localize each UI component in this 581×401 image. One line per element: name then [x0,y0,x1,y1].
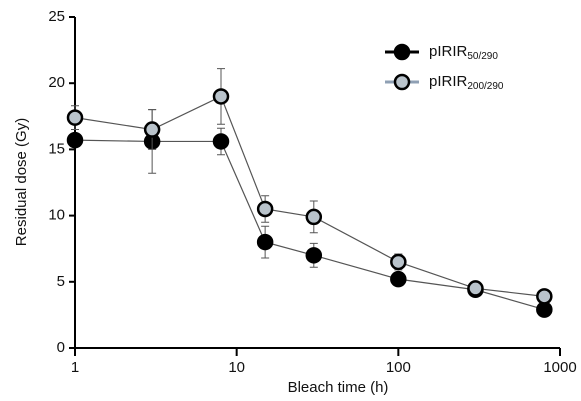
legend-label-sub: 50/290 [467,51,498,62]
y-tick-label: 0 [57,339,65,356]
data-point [467,280,484,297]
y-tick-label: 10 [48,207,65,224]
legend-label-sub: 200/290 [467,81,504,92]
data-point [212,133,230,150]
legend-label: pIRIR200/290 [429,73,504,92]
data-point [390,253,407,271]
axes [74,17,560,349]
data-point [256,200,274,218]
data-point [305,208,323,226]
y-tick-label: 25 [48,8,65,25]
y-tick-label: 20 [48,74,65,91]
data-point [305,247,323,264]
legend-label-main: pIRIR [429,73,468,90]
legend-marker [393,43,411,61]
data-point [66,131,84,149]
data-point [66,109,84,126]
x-tick-label: 1000 [543,359,576,376]
data-point [536,301,553,318]
series-line [74,139,545,311]
data-point [256,233,274,251]
legend-marker [393,73,411,91]
legend-label-main: pIRIR [429,43,468,60]
series-line [74,95,545,297]
data-point [536,288,553,305]
legend-label: pIRIR50/290 [429,43,498,62]
x-tick-label: 10 [228,359,245,376]
x-axis-label: Bleach time (h) [288,379,389,396]
data-point [212,88,230,105]
y-axis-label: Residual dose (Gy) [13,118,30,246]
y-tick-label: 5 [57,273,65,290]
data-point [143,121,161,138]
x-tick-label: 1 [71,359,79,376]
data-point [390,270,407,288]
y-tick-label: 15 [48,140,65,157]
x-tick-label: 100 [386,359,411,376]
